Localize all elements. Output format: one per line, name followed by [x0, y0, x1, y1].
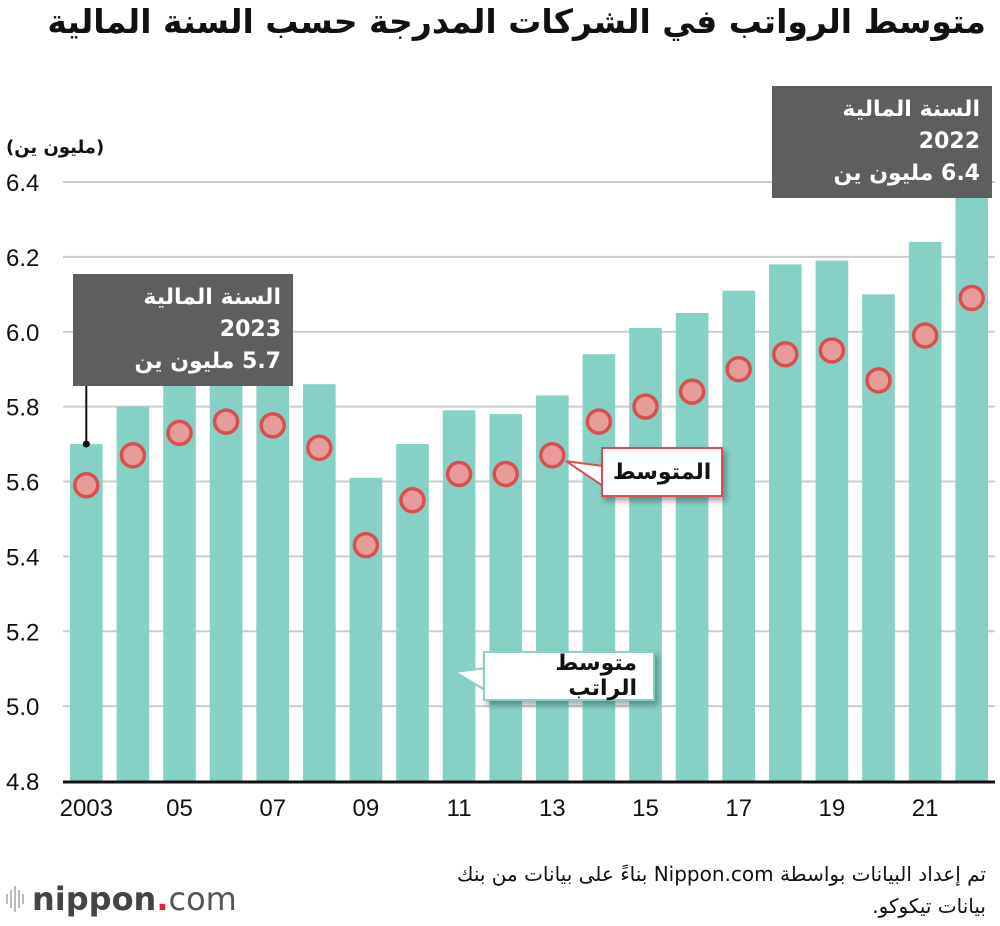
y-tick-label: 6.4 [6, 170, 39, 197]
median-dot-2013 [539, 442, 566, 469]
median-dot-2009 [352, 531, 380, 559]
gridlines [63, 181, 995, 708]
logo-name: nippon [32, 880, 157, 918]
median-dot-2017 [725, 355, 752, 383]
bar-2005 [163, 380, 196, 781]
callout-2003: السنة المالية 2023 5.7 مليون ين [73, 274, 293, 386]
x-tick-label: 09 [353, 795, 380, 822]
y-tick-label: 5.8 [6, 395, 39, 422]
x-tick-label: 05 [166, 795, 193, 822]
median-dot-2010 [399, 486, 426, 514]
y-tick-label: 5.0 [6, 694, 39, 721]
bar-2004 [116, 406, 150, 781]
x-tick-label: 13 [539, 795, 566, 822]
bar-2009 [349, 477, 383, 781]
median-dot-2003 [73, 471, 100, 499]
median-dot-2020 [865, 367, 892, 394]
median-dot-2016 [678, 378, 706, 405]
callout-2003-line1: السنة المالية 2023 [143, 285, 281, 342]
median-dot-2007 [259, 412, 286, 439]
median-dot-2004 [119, 442, 147, 469]
source-note: تم إعداد البيانات بواسطة Nippon.com بناء… [456, 862, 986, 918]
y-tick-label: 4.8 [6, 769, 39, 796]
median-dot-2012 [492, 460, 519, 488]
x-tick-label: 19 [819, 795, 846, 822]
bar-2003 [69, 444, 103, 781]
y-tick-label: 6.2 [6, 245, 39, 272]
median-dot-2015 [632, 393, 659, 420]
x-tick-label: 07 [259, 795, 286, 822]
logo-bars-icon [6, 886, 24, 912]
median-dot-2008 [306, 434, 333, 462]
x-tick-label: 21 [912, 795, 939, 822]
logo-com: com [168, 880, 237, 918]
x-tick-label: 17 [725, 795, 752, 822]
median-dot-2011 [445, 460, 473, 488]
y-tick-label: 5.4 [6, 544, 39, 571]
x-tick-label: 11 [447, 795, 472, 822]
y-axis-unit-label: (مليون ين) [6, 137, 105, 158]
callout-2022-line2: 6.4 مليون ين [833, 161, 980, 186]
median-dot-2005 [166, 419, 193, 447]
median-dot-2014 [585, 408, 613, 435]
nippon-logo: nippon. com [6, 880, 237, 918]
y-tick-label: 5.2 [6, 619, 39, 646]
callout-2022: السنة المالية 2022 6.4 مليون ين [772, 86, 992, 198]
callout-2022-line1: السنة المالية 2022 [842, 97, 980, 154]
bar-2022 [955, 189, 989, 782]
y-tick-label: 6.0 [6, 320, 39, 347]
chart-title: متوسط الرواتب في الشركات المدرجة حسب الس… [47, 2, 986, 41]
median-dot-2021 [911, 322, 939, 349]
y-tick-label: 5.6 [6, 470, 39, 497]
legend-average-salary: متوسط الراتب [483, 651, 655, 701]
y-axis-ticks: 4.8 5.0 5.2 5.4 5.6 5.8 6.0 6.2 6.4 [6, 170, 39, 796]
legend-median-label: المتوسط [612, 459, 712, 485]
callout-2003-anchor-dot [82, 440, 90, 448]
x-tick-label: 2003 [60, 795, 113, 822]
median-dot-2022 [958, 284, 985, 312]
median-dot-2006 [212, 408, 240, 435]
callout-2003-line2: 5.7 مليون ين [134, 349, 281, 374]
legend-median: المتوسط [601, 447, 723, 497]
legend-average-label: متوسط الراتب [555, 651, 637, 701]
logo-dot: . [156, 880, 169, 918]
x-tick-label: 15 [632, 795, 659, 822]
median-dot-2019 [818, 337, 846, 364]
median-dot-2018 [772, 340, 799, 368]
x-axis-ticks: 2003 05 07 09 11 13 15 17 19 21 [60, 795, 939, 822]
median-dot-series [73, 284, 985, 559]
